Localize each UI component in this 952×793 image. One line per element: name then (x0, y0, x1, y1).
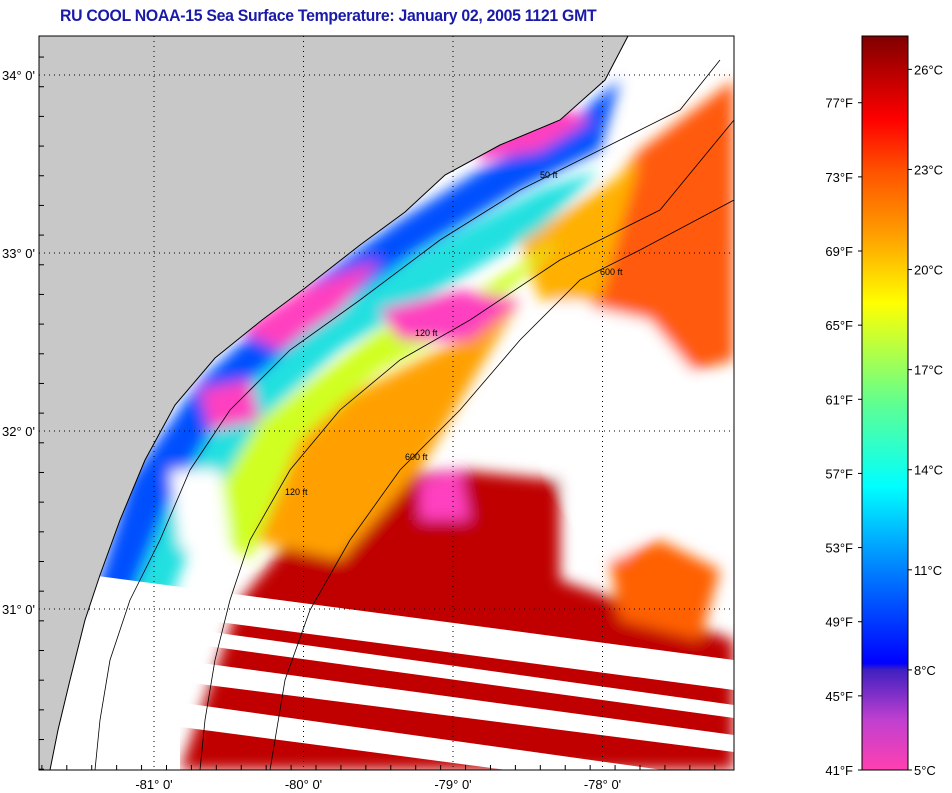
map-frame (38, 35, 735, 771)
celsius-label: 5°C (914, 763, 936, 778)
fahrenheit-label: 65°F (825, 318, 853, 333)
fahrenheit-label: 53°F (825, 541, 853, 556)
fahrenheit-label: 45°F (825, 689, 853, 704)
contour-600ft (269, 199, 734, 770)
fahrenheit-label: 77°F (825, 96, 853, 111)
lat-tick-label: 31° 0' (2, 602, 35, 617)
lat-tick-label: 33° 0' (2, 246, 35, 261)
map-area[interactable]: 50 ft 120 ft 120 ft 600 ft 600 ft (39, 36, 734, 793)
contour-label: 120 ft (285, 487, 308, 497)
lon-tick-label: -81° 0' (135, 777, 172, 792)
lon-tick-label: -79° 0' (434, 777, 471, 792)
lat-tick-label: 34° 0' (2, 68, 35, 83)
lon-tick-label: -80° 0' (285, 777, 322, 792)
colorbar (861, 35, 909, 771)
contour-label: 50 ft (540, 170, 558, 180)
celsius-label: 17°C (914, 363, 943, 378)
map-title: RU COOL NOAA-15 Sea Surface Temperature:… (60, 6, 597, 25)
fahrenheit-label: 69°F (825, 244, 853, 259)
lon-tick-label: -78° 0' (584, 777, 621, 792)
celsius-label: 26°C (914, 62, 943, 77)
fahrenheit-label: 49°F (825, 615, 853, 630)
lat-tick-label: 32° 0' (2, 424, 35, 439)
contour-label: 600 ft (600, 267, 623, 277)
swath-gaps (90, 575, 734, 770)
fahrenheit-label: 41°F (825, 763, 853, 778)
fahrenheit-label: 57°F (825, 466, 853, 481)
contour-label: 600 ft (405, 452, 428, 462)
map-axes: 34° 0' 33° 0' 32° 0' 31° 0' -81° 0' -80° 0' -7… (2, 56, 716, 792)
fahrenheit-label: 61°F (825, 392, 853, 407)
coastline (49, 36, 629, 770)
celsius-label: 8°C (914, 663, 936, 678)
celsius-label: 23°C (914, 162, 943, 177)
graticule (39, 36, 734, 770)
celsius-label: 14°C (914, 463, 943, 478)
fahrenheit-label: 73°F (825, 170, 853, 185)
colorbar-ticks: 26°C 23°C 20°C 17°C 14°C 11°C 8°C 5°C 77°F 73°F 69… (825, 62, 943, 778)
contour-120ft (199, 119, 734, 770)
contour-50ft (94, 59, 721, 770)
contour-label: 120 ft (415, 328, 438, 338)
celsius-label: 11°C (914, 563, 942, 578)
land-mass (39, 36, 628, 770)
celsius-label: 20°C (914, 263, 943, 278)
